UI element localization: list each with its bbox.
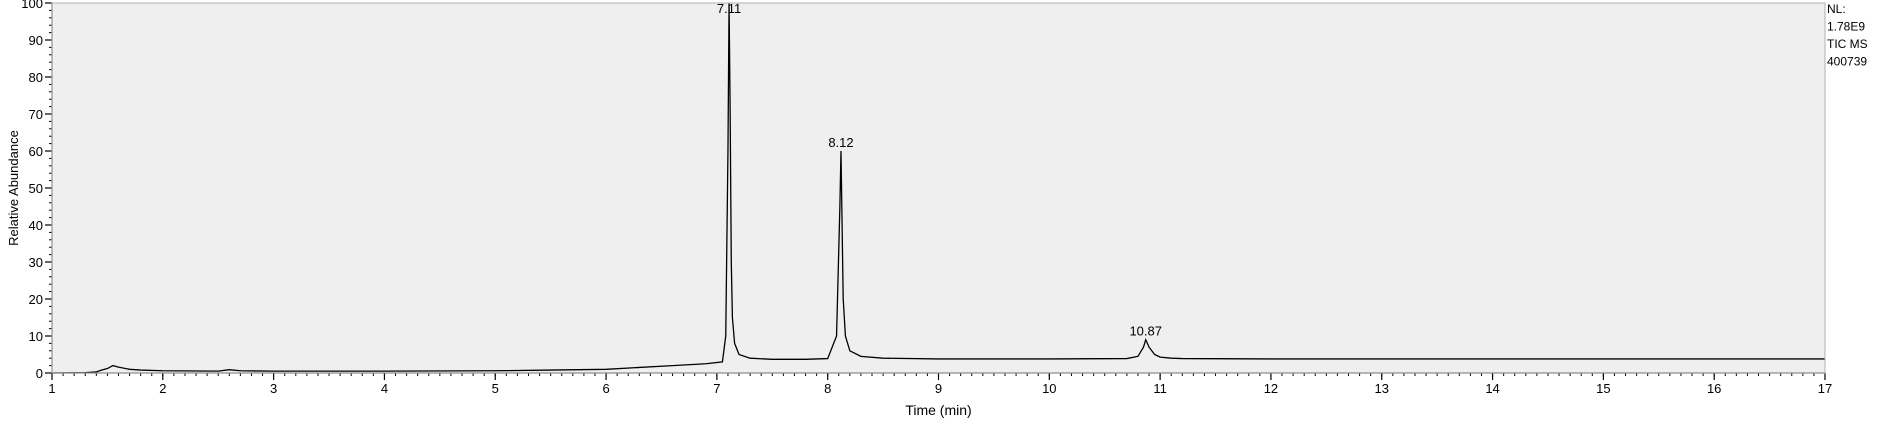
peak-label: 10.87 [1129,324,1162,339]
major-ticks: 1 2 3 4 5 6 7 8 9 10 11 12 13 14 15 16 17010203040506070… [21,0,1832,396]
plot-frame [51,2,1826,374]
x-tick-label: 7 [713,381,720,396]
x-tick-label: 2 [159,381,166,396]
y-tick-label: 100 [21,0,43,11]
y-tick-label: 30 [29,255,43,270]
y-tick-label: 70 [29,107,43,122]
plot-background [52,3,1825,373]
y-tick-label: 0 [36,366,43,381]
y-tick-label: 20 [29,292,43,307]
y-tick-label: 90 [29,33,43,48]
info-line-nl: NL: [1827,2,1846,16]
x-tick-label: 1 [48,381,55,396]
x-axis-label: Time (min) [905,402,971,418]
x-tick-label: 17 [1818,381,1832,396]
peak-label: 7.11 [717,1,741,16]
info-line-scale: 1.78E9 [1827,20,1865,34]
y-tick-label: 60 [29,144,43,159]
peak-label: 8.12 [828,135,853,150]
y-tick-label: 10 [29,329,43,344]
x-tick-label: 5 [492,381,499,396]
info-panel: NL: 1.78E9 TIC MS 400739 [1827,2,1868,69]
y-tick-label: 80 [29,70,43,85]
x-tick-label: 9 [935,381,942,396]
peak-labels: 7.11 8.12 10.87 [717,1,1162,339]
x-tick-label: 10 [1042,381,1056,396]
x-tick-label: 8 [824,381,831,396]
y-tick-label: 40 [29,218,43,233]
info-line-file-id: 400739 [1827,55,1867,69]
x-tick-label: 16 [1707,381,1721,396]
x-tick-label: 15 [1596,381,1610,396]
x-tick-label: 12 [1264,381,1278,396]
x-tick-label: 14 [1485,381,1499,396]
x-tick-label: 4 [381,381,388,396]
x-tick-label: 11 [1153,381,1167,396]
x-tick-label: 13 [1375,381,1389,396]
x-tick-label: 6 [602,381,609,396]
y-tick-label: 50 [29,181,43,196]
x-tick-label: 3 [270,381,277,396]
y-axis-label: Relative Abundance [6,130,21,246]
data-series-line [51,2,1825,374]
info-line-scan-type: TIC MS [1827,37,1868,51]
